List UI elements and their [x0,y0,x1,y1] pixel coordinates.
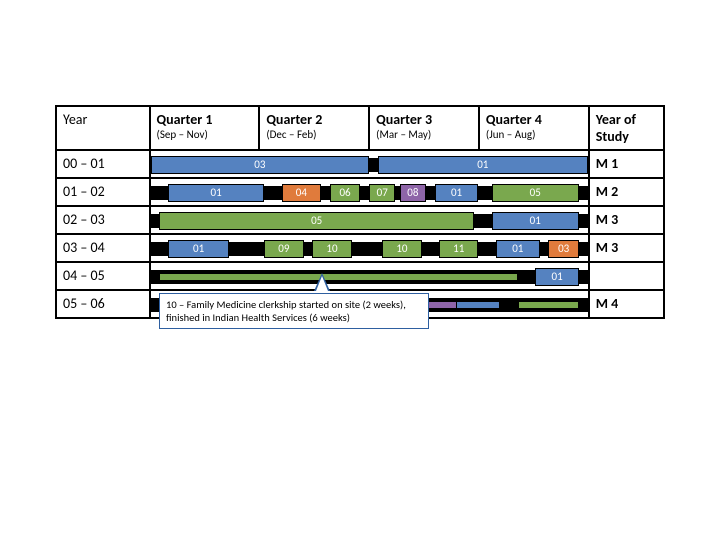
header-q1: Quarter 1 (Sep – Nov) [150,106,260,150]
row-track: 03 01 [150,150,589,178]
callout-pointer-inner [316,276,328,291]
gantt-bar: 10 [382,240,421,258]
row-year: 03 – 04 [56,234,150,262]
callout-text: 10 – Family Medicine clerkship started o… [166,298,406,324]
gantt-table: Year Quarter 1 (Sep – Nov) Quarter 2 (De… [55,105,665,319]
gantt-bar: 03 [151,156,370,174]
row-year: 04 – 05 [56,262,150,290]
q1-sub: (Sep – Nov) [157,128,253,141]
q2-title: Quarter 2 [266,111,362,128]
header-year-label: Year [63,111,87,128]
q4-sub: (Jun – Aug) [486,128,582,141]
gantt-row: 02 – 03 05 01 M 3 [56,206,664,234]
header-q2: Quarter 2 (Dec – Feb) [259,106,369,150]
gantt-bar: 01 [535,268,579,286]
gantt-bar: 08 [400,184,426,202]
row-track: 01 [150,262,589,290]
gantt-bar: 07 [369,184,395,202]
row-year: 01 – 02 [56,178,150,206]
header-q3: Quarter 3 (Mar – May) [369,106,479,150]
row-yos: M 3 [589,206,664,234]
gantt-bar: 01 [435,184,479,202]
row-yos [589,262,664,290]
row-track: 05 01 [150,206,589,234]
callout-box: 10 – Family Medicine clerkship started o… [159,293,429,329]
row-yos: M 2 [589,178,664,206]
gantt-bar: 09 [264,240,303,258]
q4-title: Quarter 4 [486,111,582,128]
row-year: 05 – 06 [56,290,150,318]
q1-title: Quarter 1 [157,111,253,128]
gantt-bar: 01 [168,184,264,202]
row-year: 02 – 03 [56,206,150,234]
row-track: 01 04 06 07 08 01 05 [150,178,589,206]
row-yos: M 1 [589,150,664,178]
gantt-bar: 01 [378,156,588,174]
q3-sub: (Mar – May) [376,128,472,141]
header-q4: Quarter 4 (Jun – Aug) [479,106,589,150]
gantt-bar: 01 [492,212,579,230]
header-yos: Year of Study [589,106,664,150]
header-row: Year Quarter 1 (Sep – Nov) Quarter 2 (De… [56,106,664,150]
gantt-bar: 11 [439,240,478,258]
header-yos-label: Year of Study [596,111,636,145]
gantt-bar: 05 [159,212,474,230]
gantt-bar: 01 [496,240,540,258]
row-yos: M 3 [589,234,664,262]
gantt-bar [159,273,517,281]
gantt-bar: 01 [168,240,229,258]
header-year: Year [56,106,150,150]
q3-title: Quarter 3 [376,111,472,128]
gantt-bar: 03 [548,240,579,258]
gantt-row: 03 – 04 01 09 10 10 11 01 03 M 3 [56,234,664,262]
gantt-bar: 04 [282,184,321,202]
year-study-gantt: Year Quarter 1 (Sep – Nov) Quarter 2 (De… [55,105,665,319]
gantt-bar: 05 [492,184,579,202]
gantt-row: 01 – 02 01 04 06 07 08 01 05 M 2 [56,178,664,206]
q2-sub: (Dec – Feb) [266,128,362,141]
gantt-bar: 10 [312,240,351,258]
gantt-bar: 06 [330,184,361,202]
row-yos: M 4 [589,290,664,318]
gantt-row: 00 – 0103 01M 1 [56,150,664,178]
gantt-row: 04 – 05 01 [56,262,664,290]
gantt-bar [518,301,579,309]
row-track: 01 09 10 10 11 01 03 [150,234,589,262]
row-year: 00 – 01 [56,150,150,178]
